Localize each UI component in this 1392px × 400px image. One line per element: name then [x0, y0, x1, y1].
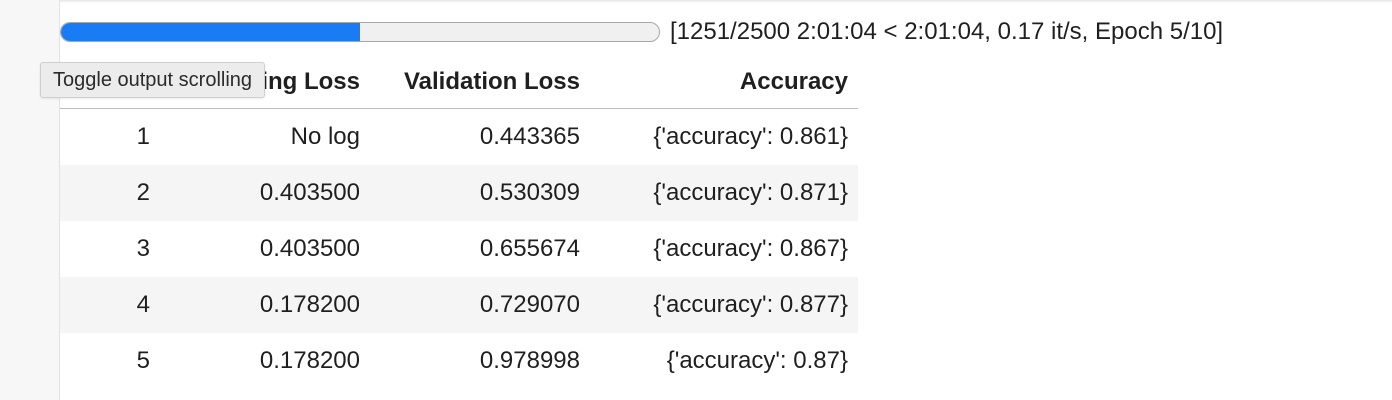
- cell-accuracy: {'accuracy': 0.87}: [666, 347, 848, 374]
- cell-training-loss: 0.403500: [259, 235, 360, 262]
- cell-epoch: 2: [60, 165, 160, 221]
- training-metrics-table: Epoch Training Loss Validation Loss Accu…: [60, 56, 858, 389]
- toggle-output-scrolling-tooltip: Toggle output scrolling: [40, 62, 266, 98]
- table-row: 1 No log 0.443365 {'accuracy': 0.861}: [60, 109, 858, 166]
- cell-training-loss: No log: [290, 123, 360, 150]
- cell-accuracy: {'accuracy': 0.867}: [653, 235, 848, 262]
- cell-epoch: 4: [60, 277, 160, 333]
- output-area: [1251/2500 2:01:04 < 2:01:04, 0.17 it/s,…: [60, 0, 1392, 400]
- cell-epoch: 1: [136, 123, 150, 150]
- header-validation-loss: Validation Loss: [370, 56, 590, 109]
- cell-training-loss: 0.178200: [259, 347, 360, 374]
- cell-validation-loss: 0.530309: [370, 165, 590, 221]
- table-row: 3 0.403500 0.655674 {'accuracy': 0.867}: [60, 221, 858, 277]
- table-row: 5 0.178200 0.978998 {'accuracy': 0.87}: [60, 333, 858, 389]
- cell-validation-loss: 0.978998: [479, 347, 580, 374]
- cell-training-loss: 0.178200: [160, 277, 370, 333]
- table-row: 4 0.178200 0.729070 {'accuracy': 0.877}: [60, 277, 858, 333]
- training-progress: [1251/2500 2:01:04 < 2:01:04, 0.17 it/s,…: [60, 18, 1223, 46]
- header-accuracy: Accuracy: [590, 56, 858, 109]
- cell-accuracy: {'accuracy': 0.871}: [590, 165, 858, 221]
- progress-status-text: [1251/2500 2:01:04 < 2:01:04, 0.17 it/s,…: [670, 18, 1224, 45]
- output-prompt-gutter[interactable]: [0, 0, 60, 400]
- cell-validation-loss: 0.729070: [370, 277, 590, 333]
- cell-epoch: 3: [136, 235, 150, 262]
- table-row: 2 0.403500 0.530309 {'accuracy': 0.871}: [60, 165, 858, 221]
- cell-accuracy: {'accuracy': 0.877}: [590, 277, 858, 333]
- cell-training-loss: 0.403500: [160, 165, 370, 221]
- cell-validation-loss: 0.443365: [479, 123, 580, 150]
- cell-validation-loss: 0.655674: [479, 235, 580, 262]
- cell-top-shadow: [0, 0, 1392, 3]
- cell-epoch: 5: [136, 347, 150, 374]
- cell-accuracy: {'accuracy': 0.861}: [653, 123, 848, 150]
- progress-bar: [60, 22, 660, 42]
- progress-bar-fill: [61, 23, 361, 41]
